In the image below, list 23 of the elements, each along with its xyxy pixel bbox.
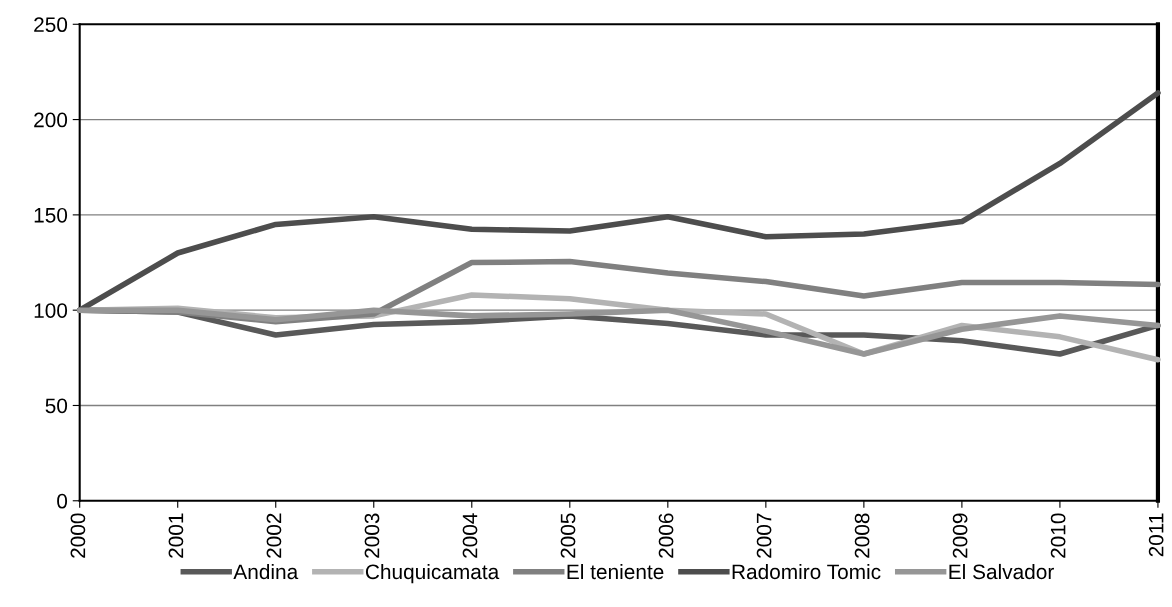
x-tick-label: 2004 bbox=[462, 513, 478, 558]
x-tick-label: 2007 bbox=[756, 513, 772, 558]
x-tick-label: 2009 bbox=[952, 513, 968, 558]
y-tick-label: 0 bbox=[57, 493, 68, 509]
y-tick-label: 150 bbox=[34, 207, 68, 223]
legend-label: Chuquicamata bbox=[365, 563, 500, 584]
y-tick-label: 50 bbox=[45, 398, 68, 414]
y-tick-label: 200 bbox=[34, 112, 68, 128]
x-tick-label: 2008 bbox=[854, 513, 870, 558]
y-tick-label: 100 bbox=[34, 303, 68, 318]
x-tick-label: 2011 bbox=[1148, 513, 1164, 557]
x-tick-label: 2010 bbox=[1050, 513, 1066, 558]
x-tick-label: 2006 bbox=[658, 513, 674, 558]
legend-label: Radomiro Tomic bbox=[732, 563, 881, 580]
x-tick-label: 2005 bbox=[560, 513, 576, 558]
legend-label: El teniente bbox=[567, 563, 664, 580]
legend-label: El Salvador bbox=[949, 563, 1054, 580]
x-tick-label: 2000 bbox=[70, 513, 86, 558]
legend-label: Andina bbox=[233, 563, 299, 580]
x-tick-label: 2001 bbox=[168, 513, 184, 558]
y-tick-label: 250 bbox=[34, 17, 68, 33]
x-tick-label: 2003 bbox=[364, 513, 380, 558]
x-tick-label: 2002 bbox=[266, 513, 282, 558]
